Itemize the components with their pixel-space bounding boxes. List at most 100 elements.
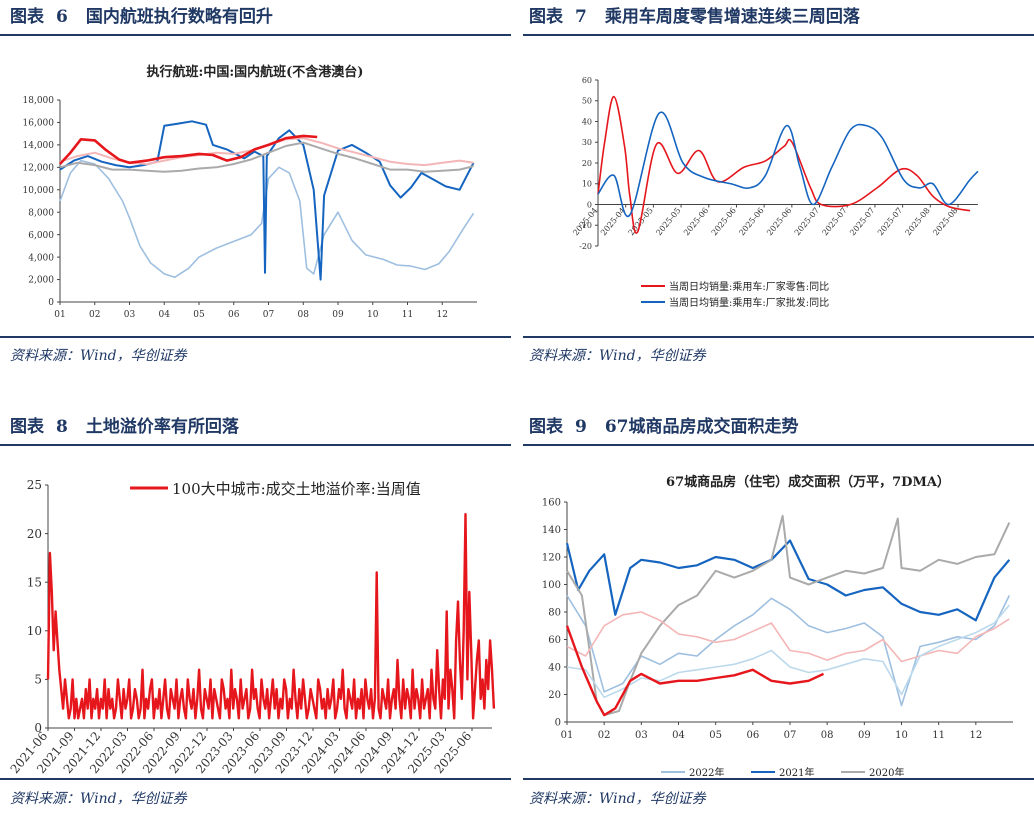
chart-fig9: 67城商品房（住宅）成交面积（万平，7DMA）02040608010012014…: [542, 474, 1013, 776]
y-tick-label: 16,000: [23, 119, 55, 129]
legend-label: 当周日均销量:乘用车:厂家批发:同比: [669, 296, 829, 309]
x-tick-label: 2025-06: [682, 206, 710, 237]
y-tick-label: 25: [27, 478, 42, 492]
y-tick-label: 15: [27, 575, 42, 589]
figure-number: 7: [575, 7, 587, 27]
x-tick-label: 2025-04: [571, 206, 599, 237]
x-tick-label: 07: [784, 730, 797, 741]
legend-label: 2022年: [689, 766, 724, 776]
legend-label: 2021年: [779, 766, 814, 776]
figure-number: 6: [56, 7, 68, 27]
panel-fig9: 图表 9 67城商品房成交面积走势 67城商品房（住宅）成交面积（万平，7DMA） 0…: [523, 410, 1034, 823]
series-line: [59, 120, 475, 281]
series-line: [597, 111, 979, 218]
figure-title: 图表 8 土地溢价率有所回落: [0, 410, 511, 444]
x-tick-label: 2025-06: [710, 206, 738, 237]
title-rule: [0, 34, 511, 36]
figure-number: 9: [575, 417, 587, 437]
x-tick-label: 12: [437, 310, 448, 320]
y-tick-label: 30: [582, 138, 592, 147]
source-note: 资料来源：Wind，华创证券: [10, 348, 187, 364]
legend-label: 当周日均销量:乘用车:厂家零售:同比: [669, 280, 829, 293]
x-tick-label: 03: [124, 310, 136, 320]
x-tick-label: 04: [159, 310, 171, 320]
legend-label: 2020年: [869, 766, 904, 776]
series-line: [566, 514, 1011, 717]
y-tick-label: 0: [48, 298, 54, 308]
x-tick-label: 11: [402, 310, 413, 320]
title-rule: [0, 444, 511, 446]
source-note: 资料来源：Wind，华创证券: [529, 791, 706, 807]
source-rule: [523, 336, 1034, 338]
x-tick-label: 2025-07: [793, 206, 821, 237]
y-tick-label: 160: [542, 498, 561, 509]
chart-title: 执行航班:中国:国内航班(不含港澳台): [147, 64, 364, 80]
figure-heading: 67城商品房成交面积走势: [604, 417, 799, 437]
y-tick-label: 120: [542, 553, 561, 564]
y-tick-label: 5: [34, 673, 42, 687]
x-tick-label: 2025-07: [820, 206, 848, 237]
y-tick-label: 60: [582, 76, 592, 85]
x-tick-label: 09: [858, 730, 871, 741]
figure-label: 图表: [10, 7, 44, 27]
figure-heading: 土地溢价率有所回落: [85, 417, 239, 437]
source-rule: [0, 778, 511, 780]
y-tick-label: 4,000: [28, 253, 54, 263]
chart-fig6: 执行航班:中国:国内航班(不含港澳台) 0 2,000 4,000 6,000 8,000…: [23, 64, 477, 320]
figure-label: 图表: [529, 7, 563, 27]
x-tick-label: 10: [367, 310, 379, 320]
y-tick-label: 10: [582, 180, 592, 189]
y-tick-label: 0: [34, 721, 42, 735]
x-tick-label: 2025-07: [848, 206, 876, 237]
y-tick-label: -20: [579, 242, 592, 251]
chart-title: 67城商品房（住宅）成交面积（万平，7DMA）: [666, 474, 950, 490]
series-line: [566, 604, 1010, 699]
y-tick-label: 6,000: [28, 231, 54, 241]
y-tick-label: 14,000: [23, 141, 55, 151]
x-tick-label: 01: [561, 730, 574, 741]
series-line: [59, 141, 474, 173]
figure-number: 8: [56, 417, 68, 437]
x-tick-label: 01: [54, 310, 65, 320]
x-tick-label: 10: [895, 730, 908, 741]
y-tick-label: 20: [548, 690, 561, 701]
x-tick-label: 06: [228, 310, 240, 320]
series-line: [46, 513, 496, 720]
x-tick-label: 04: [672, 730, 685, 741]
y-tick-label: 40: [548, 663, 561, 674]
series-line: [597, 95, 971, 234]
x-tick-label: 02: [89, 310, 100, 320]
x-tick-label: 11: [932, 730, 945, 741]
series-line: [565, 625, 825, 717]
figure-heading: 乘用车周度零售增速连续三周回落: [604, 7, 860, 27]
y-tick-label: 20: [582, 159, 592, 168]
y-tick-label: 10,000: [23, 186, 55, 196]
y-tick-label: 0: [587, 200, 592, 209]
x-tick-label: 12: [969, 730, 982, 741]
x-tick-label: 02: [598, 730, 611, 741]
y-tick-label: 40: [582, 117, 592, 126]
source-note: 资料来源：Wind，华创证券: [10, 791, 187, 807]
x-tick-label: 07: [263, 310, 275, 320]
y-tick-label: 8,000: [28, 208, 54, 218]
y-tick-label: -10: [579, 221, 592, 230]
title-rule: [523, 34, 1034, 36]
series-line: [59, 159, 475, 279]
source-rule: [523, 778, 1034, 780]
y-tick-label: 140: [542, 525, 561, 536]
x-tick-label: 05: [193, 310, 205, 320]
x-tick-label: 2025-06: [737, 206, 765, 237]
panel-fig7: 图表 7 乘用车周度零售增速连续三周回落 -20 -10 0 10 20 30 40 50 60 20…: [523, 0, 1034, 375]
x-tick-label: 2025-08: [931, 206, 959, 237]
y-tick-label: 60: [548, 635, 561, 646]
series-line: [59, 134, 318, 165]
x-tick-label: 08: [821, 730, 834, 741]
y-tick-label: 50: [582, 97, 592, 106]
y-tick-label: 80: [548, 608, 561, 619]
x-tick-label: 2025-07: [876, 206, 904, 237]
panel-fig6: 图表 6 国内航班执行数略有回升 执行航班:中国:国内航班(不含港澳台) 0 2,000…: [0, 0, 511, 375]
x-tick-label: 2025-05: [654, 206, 682, 237]
x-tick-label: 06: [746, 730, 759, 741]
series-line: [566, 595, 1011, 707]
